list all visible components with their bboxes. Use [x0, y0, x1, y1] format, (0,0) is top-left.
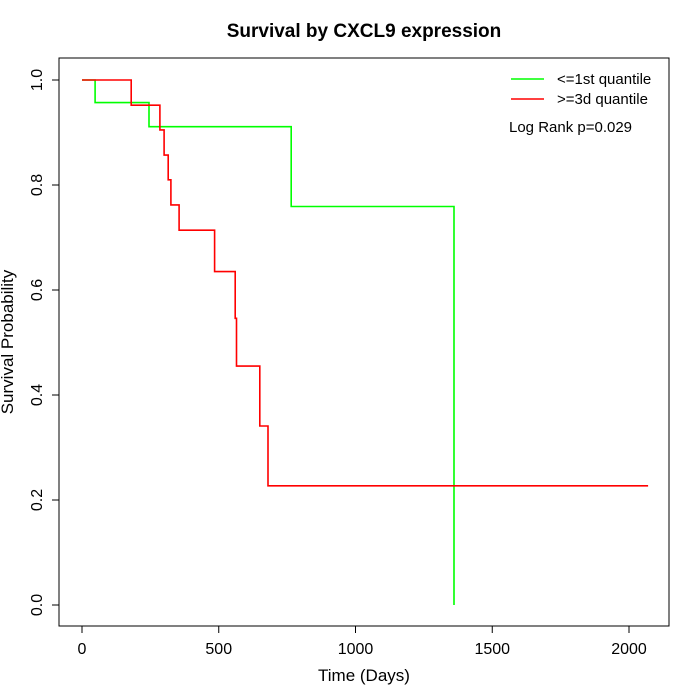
x-tick-label: 1000 [338, 641, 374, 658]
log-rank-annotation: Log Rank p=0.029 [509, 119, 632, 136]
y-tick-label: 0.6 [29, 279, 46, 301]
y-tick-label: 1.0 [29, 69, 46, 91]
y-tick-label: 0.0 [29, 594, 46, 616]
legend-label-2: >=3d quantile [557, 91, 648, 108]
legend: <=1st quantile >=3d quantile [511, 71, 651, 108]
x-tick-label: 2000 [611, 641, 647, 658]
y-tick-label: 0.2 [29, 489, 46, 511]
y-axis-label: Survival Probability [0, 269, 17, 414]
chart-title: Survival by CXCL9 expression [227, 21, 502, 42]
plot-area-border [58, 57, 670, 627]
x-tick-label: 1500 [474, 641, 510, 658]
series-line-2 [82, 79, 649, 487]
legend-label-1: <=1st quantile [557, 71, 651, 88]
x-axis: 0 500 1000 1500 2000 [78, 625, 647, 658]
y-tick-label: 0.4 [29, 384, 46, 406]
x-axis-label: Time (Days) [318, 666, 410, 685]
series-line-1 [82, 79, 455, 605]
y-axis: 0.0 0.2 0.4 0.6 0.8 1.0 [29, 69, 60, 616]
series-layer [82, 79, 649, 605]
x-tick-label: 0 [78, 641, 87, 658]
y-tick-label: 0.8 [29, 174, 46, 196]
x-tick-label: 500 [205, 641, 232, 658]
